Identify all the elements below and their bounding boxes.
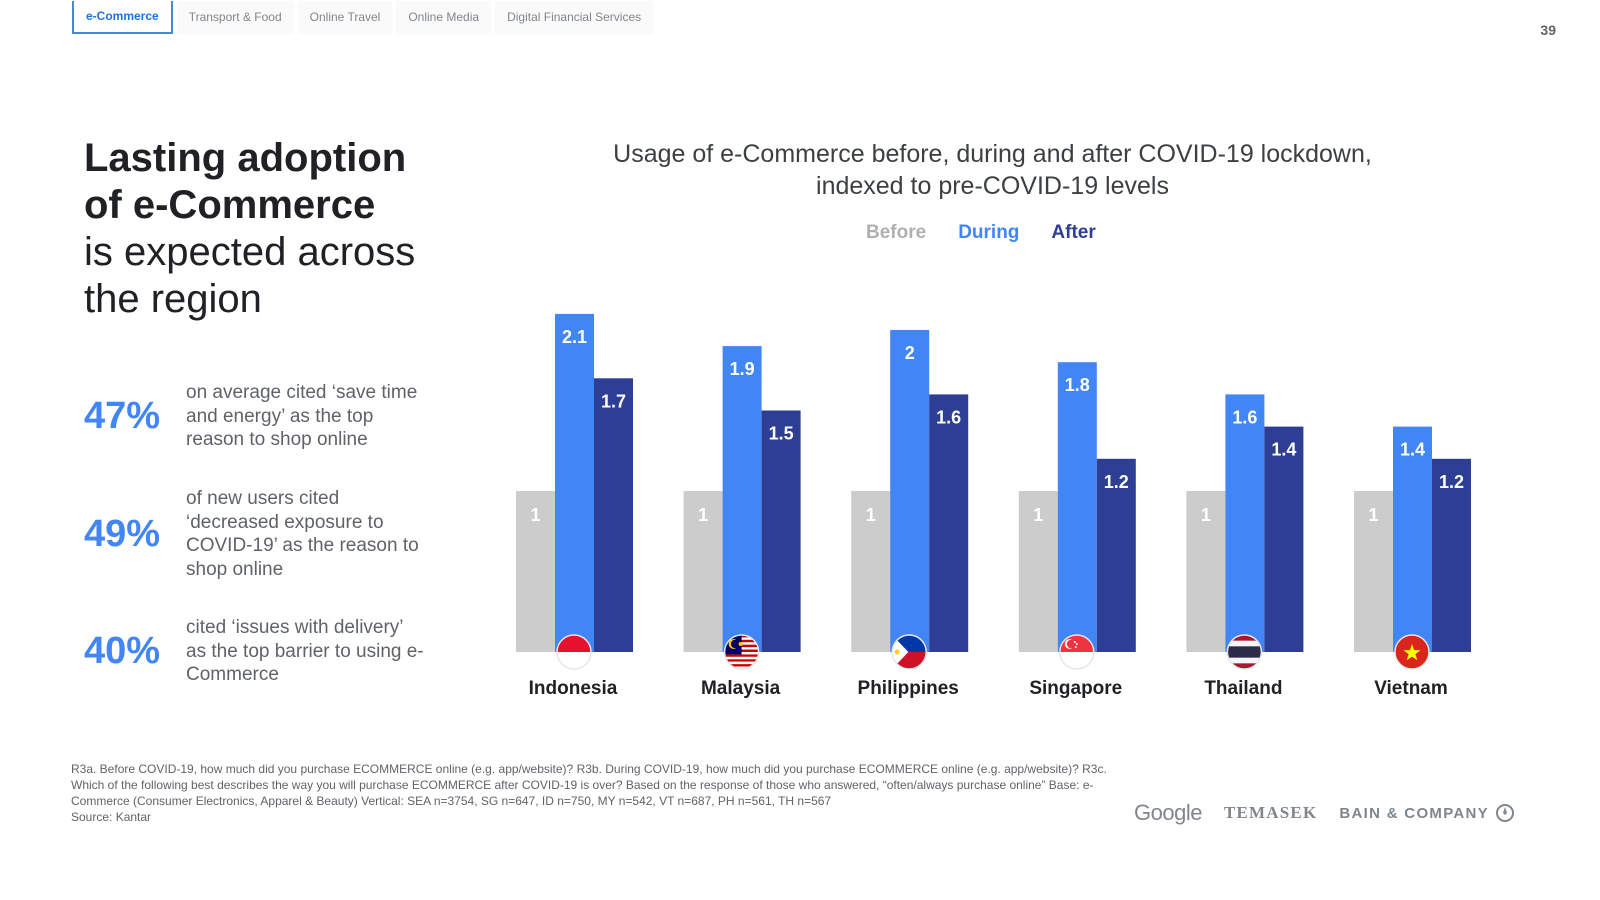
bar-indonesia-after bbox=[594, 378, 633, 652]
data-label-vietnam-before: 1 bbox=[1368, 505, 1378, 525]
bain-compass-icon bbox=[1495, 804, 1514, 822]
data-label-indonesia-after: 1.7 bbox=[601, 391, 626, 411]
google-logo: Google bbox=[1134, 800, 1202, 825]
stat-description: of new users cited ‘decreased exposure t… bbox=[186, 488, 419, 580]
chart-title-line-2: indexed to pre-COVID-19 levels bbox=[816, 172, 1169, 200]
bar-philippines-after bbox=[929, 394, 969, 652]
tab-online-travel[interactable]: Online Travel bbox=[297, 0, 393, 34]
data-label-indonesia-before: 1 bbox=[530, 505, 540, 525]
page-number: 39 bbox=[1540, 22, 1556, 38]
stat-value: 47% bbox=[84, 394, 161, 437]
data-label-thailand-after: 1.4 bbox=[1271, 440, 1296, 460]
stat-description: cited ‘issues with delivery’ as the top … bbox=[186, 617, 424, 685]
legend-before: Before bbox=[866, 222, 927, 243]
legend-during: During bbox=[958, 222, 1020, 243]
category-label-vietnam: Vietnam bbox=[1374, 678, 1448, 699]
survey-question-note: R3a. Before COVID-19, how much did you p… bbox=[71, 762, 1107, 808]
philippines-flag-icon bbox=[891, 634, 927, 670]
chart-legend: Before During After bbox=[866, 222, 1128, 244]
indonesia-flag-icon bbox=[556, 634, 592, 670]
bar-thailand-during bbox=[1225, 394, 1265, 652]
bar-singapore-before bbox=[1018, 491, 1058, 652]
bain-logo: BAIN & COMPANY bbox=[1339, 803, 1515, 823]
bar-indonesia-before bbox=[516, 491, 555, 652]
bar-malaysia-during bbox=[722, 346, 762, 652]
footnotes: R3a. Before COVID-19, how much did you p… bbox=[71, 761, 1121, 825]
bar-singapore-during bbox=[1057, 362, 1097, 652]
thailand-flag-icon bbox=[1226, 634, 1263, 670]
vietnam-flag-icon bbox=[1394, 634, 1430, 670]
category-label-malaysia: Malaysia bbox=[701, 678, 781, 699]
category-label-singapore: Singapore bbox=[1029, 678, 1122, 699]
temasek-logo: TEMASEK bbox=[1223, 803, 1318, 822]
data-label-vietnam-during: 1.4 bbox=[1400, 440, 1425, 460]
legend-after: After bbox=[1051, 222, 1096, 243]
data-label-philippines-during: 2 bbox=[905, 343, 915, 363]
malaysia-flag-icon bbox=[723, 634, 760, 670]
tab-digital-financial-services[interactable]: Digital Financial Services bbox=[495, 0, 654, 34]
stat-save-time: 47% on average cited ‘save time and ener… bbox=[84, 381, 434, 452]
bar-malaysia-before bbox=[683, 491, 723, 652]
tab-online-media[interactable]: Online Media bbox=[396, 0, 492, 34]
bar-indonesia-during bbox=[555, 313, 594, 652]
headline-light-line-1: is expected across bbox=[84, 230, 416, 274]
bar-thailand-after bbox=[1264, 426, 1304, 652]
headline: Lasting adoption of e-Commerce is expect… bbox=[84, 135, 484, 323]
bar-thailand-before bbox=[1186, 491, 1226, 652]
stat-decreased-exposure: 49% of new users cited ‘decreased exposu… bbox=[84, 487, 434, 581]
category-label-philippines: Philippines bbox=[858, 678, 959, 699]
data-label-philippines-after: 1.6 bbox=[936, 407, 961, 427]
data-label-singapore-during: 1.8 bbox=[1065, 375, 1090, 395]
bar-philippines-during bbox=[890, 330, 930, 652]
data-label-singapore-after: 1.2 bbox=[1104, 472, 1129, 492]
stat-value: 40% bbox=[84, 629, 161, 672]
data-label-singapore-before: 1 bbox=[1033, 505, 1043, 525]
data-label-malaysia-after: 1.5 bbox=[769, 424, 794, 444]
bar-malaysia-after bbox=[761, 410, 801, 652]
partner-logos: Google TEMASEK BAIN & COMPANY bbox=[1134, 800, 1515, 826]
bar-singapore-after bbox=[1096, 458, 1136, 652]
data-label-philippines-before: 1 bbox=[866, 505, 876, 525]
bar-vietnam-after bbox=[1432, 458, 1471, 652]
data-label-vietnam-after: 1.2 bbox=[1439, 472, 1464, 492]
chart-title-line-1: Usage of e-Commerce before, during and a… bbox=[613, 140, 1372, 168]
headline-bold-line-1: Lasting adoption bbox=[84, 136, 407, 180]
tab-transport-food[interactable]: Transport & Food bbox=[176, 0, 294, 34]
stat-description: on average cited ‘save time and energy’ … bbox=[186, 382, 418, 450]
headline-light-line-2: the region bbox=[84, 277, 262, 321]
data-label-indonesia-during: 2.1 bbox=[562, 327, 587, 347]
category-label-indonesia: Indonesia bbox=[529, 678, 618, 699]
data-label-malaysia-during: 1.9 bbox=[730, 359, 755, 379]
headline-bold-line-2: of e-Commerce bbox=[84, 183, 376, 227]
stat-delivery-issues: 40% cited ‘issues with delivery’ as the … bbox=[84, 616, 434, 687]
source-note: Source: Kantar bbox=[71, 810, 152, 824]
singapore-flag-icon bbox=[1059, 634, 1095, 670]
bar-vietnam-during bbox=[1393, 426, 1432, 652]
data-label-thailand-during: 1.6 bbox=[1232, 407, 1257, 427]
stat-value: 49% bbox=[84, 512, 161, 555]
bar-philippines-before bbox=[851, 491, 891, 652]
tab-ecommerce[interactable]: e-Commerce bbox=[72, 0, 173, 34]
bain-logo-text: BAIN & COMPANY bbox=[1339, 804, 1489, 822]
data-label-malaysia-before: 1 bbox=[698, 505, 708, 525]
bar-vietnam-before bbox=[1354, 491, 1393, 652]
category-label-thailand: Thailand bbox=[1204, 678, 1282, 699]
section-tabs: e-Commerce Transport & Food Online Trave… bbox=[72, 0, 657, 34]
data-label-thailand-before: 1 bbox=[1201, 505, 1211, 525]
chart-title: Usage of e-Commerce before, during and a… bbox=[560, 138, 1425, 202]
